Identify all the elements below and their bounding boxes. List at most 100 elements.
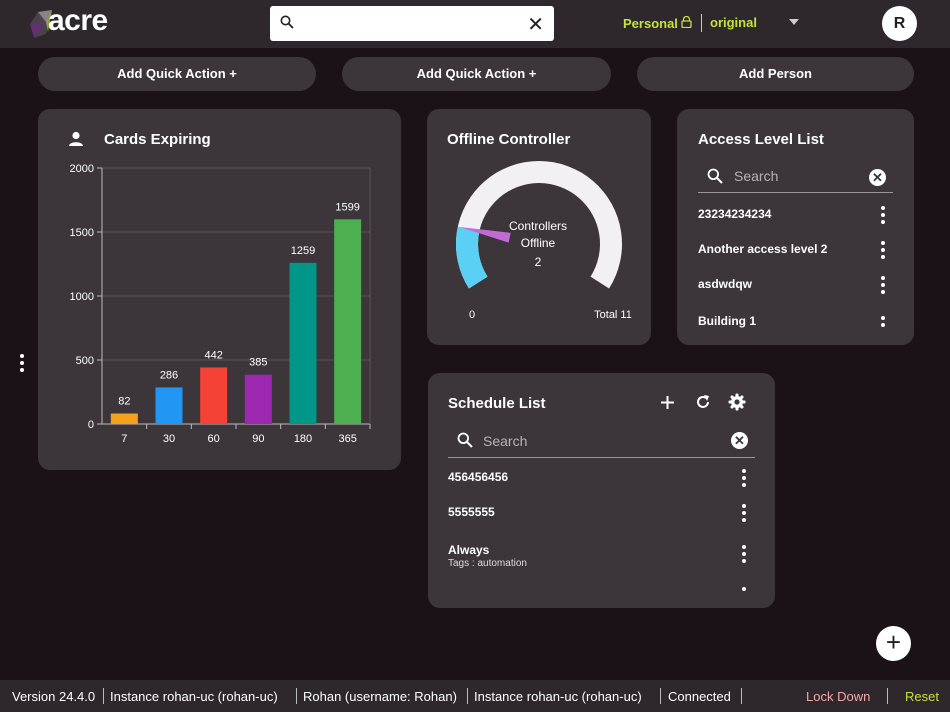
y-tick-label: 0: [88, 419, 94, 431]
data-label: 1259: [291, 245, 315, 257]
offline-controller-card: Offline Controller Controllers Offline 2…: [427, 109, 651, 345]
add-quick-action-button-1[interactable]: Add Quick Action +: [38, 57, 316, 91]
list-item[interactable]: asdwdqw: [698, 277, 753, 291]
more-vert-icon[interactable]: [881, 241, 885, 262]
bar-180: [289, 262, 317, 424]
gauge-label-1: Controllers: [509, 219, 567, 233]
offline-gauge: Controllers Offline 2 0 Total 11: [456, 161, 632, 321]
add-person-button[interactable]: Add Person: [637, 57, 914, 91]
x-tick-label: 30: [163, 433, 175, 445]
data-label: 442: [204, 349, 222, 361]
connection-status: Connected: [668, 689, 731, 704]
y-tick-label: 500: [76, 355, 94, 367]
more-vert-icon[interactable]: [881, 206, 885, 227]
list-item[interactable]: Another access level 2: [698, 242, 828, 256]
data-label: 1599: [335, 201, 359, 213]
more-vert-icon[interactable]: [881, 276, 885, 297]
bar-7: [110, 413, 138, 424]
bar-60: [200, 367, 228, 424]
version-text: Version 24.4.0: [12, 689, 96, 704]
clear-icon[interactable]: ✕: [731, 432, 748, 449]
footer-divider: [741, 688, 742, 704]
gauge-offline-fill: [456, 226, 488, 289]
y-tick-label: 1500: [70, 227, 94, 239]
list-item[interactable]: 5555555: [448, 505, 495, 519]
global-search[interactable]: ✕: [270, 6, 554, 41]
footer-divider: [103, 688, 104, 704]
cards-expiring-title: Cards Expiring: [104, 131, 211, 148]
refresh-icon[interactable]: [695, 394, 711, 410]
gauge-value: 2: [535, 255, 542, 269]
clear-icon[interactable]: ✕: [869, 169, 886, 186]
more-vert-icon[interactable]: [742, 587, 746, 591]
side-menu-icon[interactable]: [20, 354, 24, 375]
x-tick-label: 7: [121, 433, 127, 445]
lock-down-button[interactable]: Lock Down: [806, 689, 871, 704]
list-item[interactable]: Always: [448, 543, 490, 557]
user-text: Rohan (username: Rohan): [303, 689, 457, 704]
top-bar: acre ✕ Personal original R: [0, 0, 950, 48]
add-icon[interactable]: [660, 395, 675, 410]
bar-30: [155, 387, 183, 424]
clear-search-icon[interactable]: ✕: [527, 14, 544, 36]
footer-divider: [660, 688, 661, 704]
access-level-search-input[interactable]: Search: [734, 168, 779, 184]
list-item[interactable]: 23234234234: [698, 207, 772, 221]
more-vert-icon[interactable]: [742, 545, 746, 566]
status-bar: Version 24.4.0 Instance rohan-uc (rohan-…: [0, 680, 950, 712]
gear-icon[interactable]: [728, 393, 746, 411]
avatar[interactable]: R: [882, 6, 917, 41]
header-divider: [701, 14, 702, 32]
partition-select[interactable]: original: [710, 15, 757, 30]
bar-365: [334, 219, 362, 424]
bar-90: [244, 374, 272, 424]
more-vert-icon[interactable]: [881, 316, 885, 328]
instance-text-2: Instance rohan-uc (rohan-uc): [474, 689, 642, 704]
search-icon: [280, 15, 294, 29]
gauge-total-label: Total 11: [594, 309, 632, 321]
lock-icon: [681, 16, 692, 28]
more-vert-icon[interactable]: [742, 469, 746, 490]
gauge-min-label: 0: [469, 309, 475, 321]
search-icon: [457, 432, 473, 448]
gauge-needle: [459, 227, 511, 243]
data-label: 286: [160, 369, 178, 381]
add-fab-button[interactable]: +: [876, 626, 911, 661]
personal-label[interactable]: Personal: [623, 16, 678, 31]
offline-controller-title: Offline Controller: [447, 131, 571, 148]
y-tick-label: 1000: [70, 291, 94, 303]
list-item-tags: Tags : automation: [448, 558, 527, 569]
person-icon: [69, 131, 83, 146]
cards-expiring-card: Cards Expiring 0 500 1000 1500 2000 82 7 286 30 4…: [38, 109, 401, 470]
more-vert-icon[interactable]: [742, 504, 746, 525]
list-item[interactable]: Building 1: [698, 314, 756, 328]
footer-divider: [887, 688, 888, 704]
data-label: 385: [249, 357, 267, 369]
schedule-list-card: Schedule List Search ✕ 456456456 5555555…: [428, 373, 775, 608]
add-quick-action-button-2[interactable]: Add Quick Action +: [342, 57, 611, 91]
schedule-list-title: Schedule List: [448, 395, 546, 412]
x-tick-label: 90: [252, 433, 264, 445]
instance-text: Instance rohan-uc (rohan-uc): [110, 689, 278, 704]
search-icon: [707, 168, 723, 184]
x-tick-label: 180: [294, 433, 312, 445]
y-tick-label: 2000: [70, 163, 94, 175]
access-level-list-card: Access Level List Search ✕ 23234234234 A…: [677, 109, 914, 345]
footer-divider: [467, 688, 468, 704]
cards-expiring-chart: 0 500 1000 1500 2000 82 7 286 30 442 60 385 90 1259 18…: [70, 163, 371, 445]
gauge-label-2: Offline: [521, 236, 556, 250]
x-tick-label: 60: [208, 433, 220, 445]
access-level-list-title: Access Level List: [698, 131, 824, 148]
gauge-track: [456, 161, 622, 289]
reset-button[interactable]: Reset: [905, 689, 939, 704]
access-level-search[interactable]: Search ✕: [698, 161, 893, 193]
schedule-search[interactable]: Search ✕: [448, 424, 755, 458]
logo-text: acre: [48, 4, 108, 37]
data-label: 82: [118, 396, 130, 408]
footer-divider: [296, 688, 297, 704]
acre-logo-icon: [30, 10, 52, 38]
chevron-down-icon[interactable]: [789, 19, 799, 25]
x-tick-label: 365: [338, 433, 356, 445]
schedule-search-input[interactable]: Search: [483, 433, 528, 449]
list-item[interactable]: 456456456: [448, 470, 509, 484]
